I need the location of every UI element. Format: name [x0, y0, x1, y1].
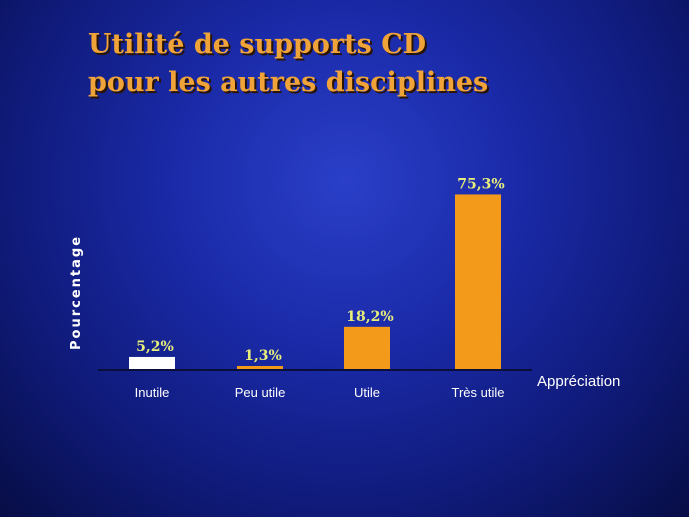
x-tick-label-3: Très utile — [452, 385, 505, 400]
chart-title-line-1: Utilité de supports CD — [88, 29, 427, 60]
bar-3 — [455, 194, 501, 369]
data-label-3: 75,3% — [457, 176, 504, 192]
chart-title: Utilité de supports CD pour les autres d… — [88, 26, 488, 102]
bar-2 — [344, 326, 390, 369]
x-tick-label-0: Inutile — [135, 385, 170, 400]
data-label-0: 5,2% — [136, 339, 174, 355]
y-axis-label: Pourcentage — [69, 235, 84, 350]
x-axis-label: Appréciation — [537, 373, 620, 390]
bar-0 — [129, 356, 175, 369]
data-label-2: 18,2% — [346, 309, 393, 325]
bar-1 — [237, 365, 283, 369]
labels-group: 5,2% Inutile 1,3% Peu utile 18,2% Utile 75,3% T… — [135, 176, 505, 400]
x-tick-label-1: Peu utile — [235, 385, 286, 400]
bars-group — [129, 194, 501, 369]
x-tick-label-2: Utile — [354, 385, 380, 400]
data-label-1: 1,3% — [244, 348, 282, 364]
chart-title-line-2: pour les autres disciplines — [88, 67, 489, 98]
